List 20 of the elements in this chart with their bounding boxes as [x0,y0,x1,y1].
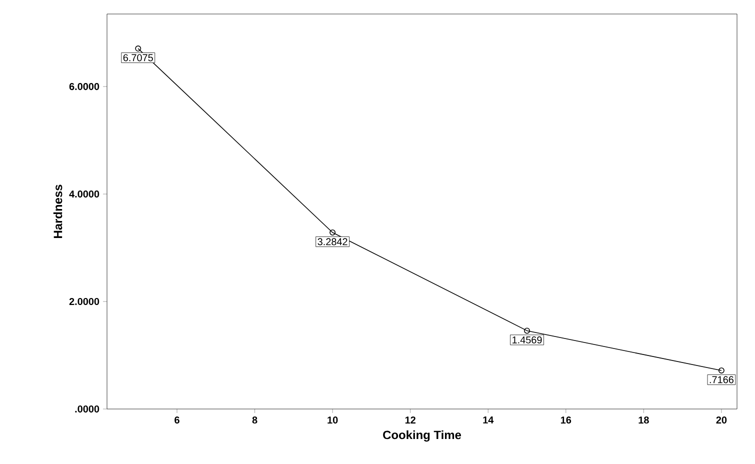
point [524,328,530,334]
data-label: .7166 [710,376,734,384]
y-tick-label: .0000 [75,405,100,413]
x-tick-label: 18 [638,416,649,424]
x-tick-label: 14 [483,416,494,424]
x-tick-label: 16 [560,416,572,424]
y-tick-label: 6.0000 [69,83,100,90]
point [330,230,336,236]
x-tick-label: 10 [328,416,338,424]
data-label: 6.7075 [123,54,153,62]
x-tick-label: 6 [174,416,180,424]
y-axis-title: Hardness [53,184,62,238]
data-label: 1.4569 [512,336,542,344]
x-tick-label: 8 [252,416,258,424]
data-label: 3.2842 [318,238,348,246]
y-tick-label: 2.0000 [69,298,100,306]
x-tick-label: 12 [405,416,416,424]
x-axis-title: Cooking Time [383,430,462,442]
y-tick-label: 4.0000 [69,190,100,198]
x-tick-label: 20 [716,416,727,424]
